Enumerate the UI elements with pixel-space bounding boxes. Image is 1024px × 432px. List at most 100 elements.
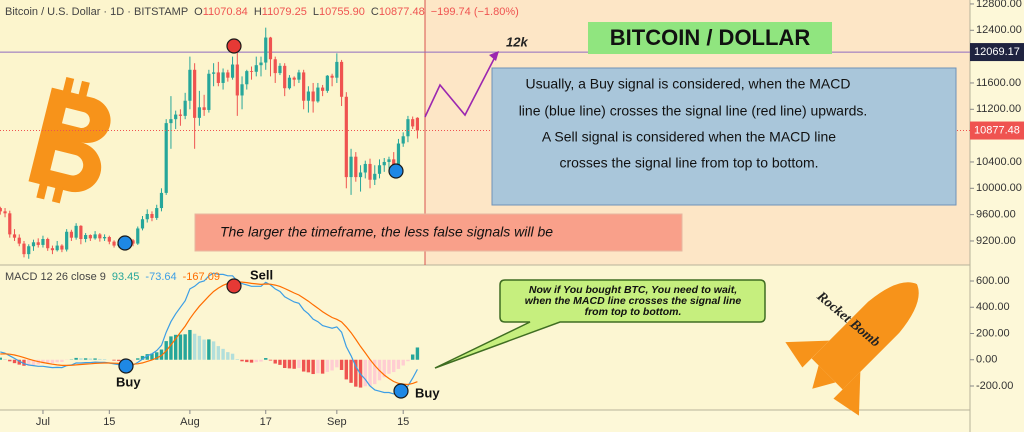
- candle-body: [302, 72, 306, 101]
- candle-body: [193, 69, 197, 118]
- histogram-bar: [136, 358, 140, 360]
- candle-body: [46, 238, 50, 249]
- price-change: −199.74 (−1.80%): [431, 6, 519, 18]
- explanation-line: A Sell signal is considered when the MAC…: [542, 129, 836, 145]
- candle-body: [79, 225, 83, 239]
- candle-body: [221, 72, 225, 83]
- candle-body: [354, 156, 358, 178]
- histogram-bar: [202, 339, 206, 360]
- rocket: [785, 282, 919, 416]
- y-tick-label: 600.00: [976, 275, 1010, 287]
- buy-signal: [393, 383, 409, 399]
- candle-body: [316, 87, 320, 102]
- buy-signal: [117, 235, 133, 251]
- candle-body: [98, 234, 102, 239]
- macd-header: MACD 12 26 close 9 93.45 -73.64 -167.09: [5, 271, 220, 283]
- histogram-bar: [117, 359, 121, 362]
- buy-label: Buy: [415, 385, 440, 400]
- ohlc-key: L: [313, 6, 319, 18]
- histogram-bar: [249, 359, 254, 363]
- candle-body: [406, 119, 410, 137]
- title: BITCOIN / DOLLAR: [610, 25, 811, 50]
- macd-pane: [0, 265, 970, 410]
- histogram-bar: [283, 359, 287, 369]
- price-axis: [970, 0, 1024, 432]
- histogram-bar: [150, 353, 154, 360]
- histogram-bar: [3, 359, 7, 360]
- callout-line: from top to bottom.: [585, 306, 682, 318]
- candle-body: [41, 238, 45, 245]
- level-label-box: [970, 43, 1024, 62]
- histogram-bar: [93, 358, 97, 360]
- macd-line: [0, 281, 418, 386]
- histogram-bar: [155, 352, 159, 360]
- histogram-bar: [41, 359, 45, 364]
- candle-body: [174, 114, 178, 120]
- candle-body: [216, 72, 220, 83]
- histogram-bar: [392, 359, 396, 373]
- histogram-bar: [344, 359, 349, 380]
- candle-body: [292, 77, 296, 80]
- candle-body: [27, 246, 31, 255]
- histogram-bar: [287, 359, 292, 369]
- histogram-bar: [207, 339, 211, 360]
- candle-body: [0, 208, 2, 212]
- histogram-bar: [235, 359, 239, 360]
- ohlc-value: 11079.25: [262, 6, 307, 18]
- histogram-bar: [31, 359, 36, 365]
- histogram-bar: [140, 355, 145, 360]
- buy-signal: [118, 358, 134, 374]
- candle-body: [387, 159, 391, 162]
- x-tick-label: Jul: [36, 416, 50, 428]
- histogram-bar: [131, 359, 135, 361]
- candle-body: [377, 165, 382, 174]
- candle-body: [159, 192, 164, 209]
- histogram-bar: [373, 359, 377, 385]
- candle-body: [349, 156, 353, 178]
- candle-body: [396, 143, 401, 167]
- y-tick-label: 12400.00: [976, 24, 1022, 36]
- histogram-bar: [83, 358, 88, 360]
- y-tick-label: 10400.00: [976, 156, 1022, 168]
- series-value: -167.09: [183, 271, 220, 283]
- histogram-bar: [60, 359, 64, 362]
- histogram-bar: [354, 359, 358, 387]
- histogram-bar: [297, 359, 301, 369]
- candle-body: [382, 161, 386, 166]
- candle-body: [145, 213, 149, 220]
- candle-body: [188, 69, 192, 101]
- candle-body: [65, 231, 69, 250]
- y-tick-label: 11200.00: [976, 103, 1021, 115]
- x-tick-label: Aug: [180, 416, 200, 428]
- explanation-line: Usually, a Buy signal is considered, whe…: [525, 76, 850, 92]
- candle-body: [278, 65, 282, 74]
- histogram-bar: [216, 346, 221, 360]
- candle-body: [358, 172, 363, 178]
- explanation-line: line (blue line) crosses the signal line…: [519, 103, 868, 119]
- buy-signal: [388, 163, 404, 179]
- candle-body: [107, 237, 111, 242]
- candle-body: [401, 136, 405, 144]
- histogram-bar: [17, 359, 21, 365]
- histogram-bar: [311, 359, 315, 375]
- histogram-bar: [320, 359, 325, 374]
- histogram-bar: [8, 359, 12, 362]
- histogram-bar: [0, 357, 3, 360]
- candle-body: [50, 248, 55, 251]
- histogram-bar: [145, 354, 149, 360]
- candle-body: [411, 119, 415, 127]
- candle-body: [12, 234, 17, 238]
- candle-body: [212, 72, 216, 74]
- histogram-bar: [401, 359, 405, 366]
- histogram-bar: [221, 348, 225, 360]
- histogram-bar: [396, 359, 401, 369]
- candle-body: [84, 235, 88, 239]
- candle-body: [8, 213, 12, 235]
- histogram-bar: [415, 347, 420, 360]
- candle-body: [273, 59, 277, 74]
- candle-body: [306, 91, 310, 101]
- candle-body: [325, 75, 329, 91]
- candle-body: [150, 213, 154, 218]
- histogram-bar: [12, 359, 17, 364]
